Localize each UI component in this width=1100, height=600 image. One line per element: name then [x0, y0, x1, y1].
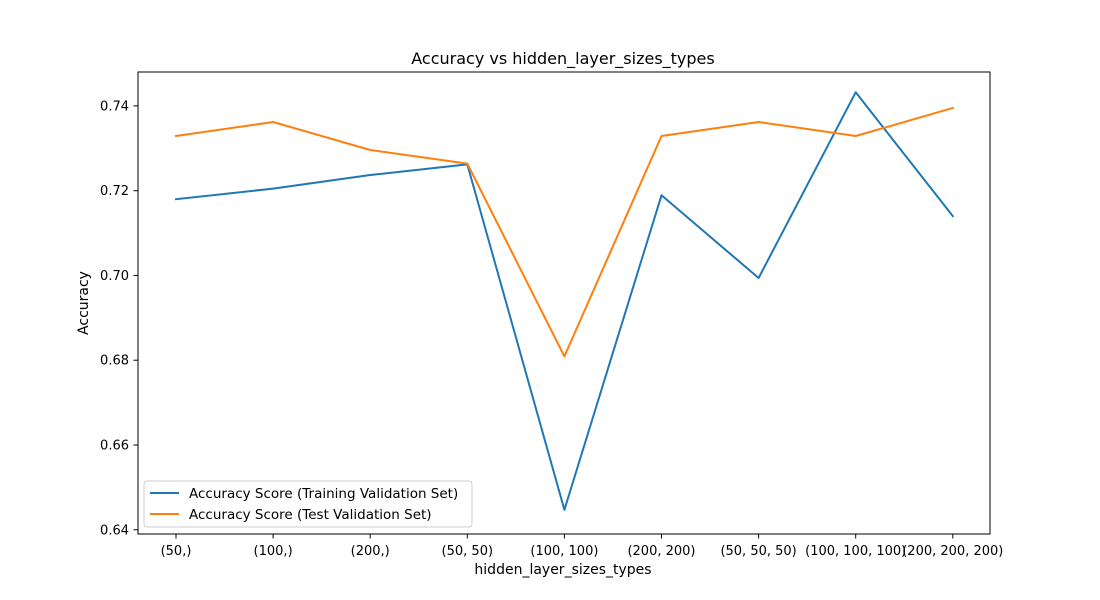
y-tick-label-5: 0.74 [100, 99, 129, 114]
y-tick-label-3: 0.70 [100, 269, 129, 284]
x-tick-label-1: (100,) [254, 544, 293, 559]
y-axis-label: Accuracy [76, 271, 92, 335]
x-axis: (50,) (100,) (200,) (50, 50) (100, 100) (200,… [161, 534, 1003, 559]
x-axis-label: hidden_layer_sizes_types [474, 562, 651, 578]
series-layer [174, 91, 955, 511]
series-line-0 [174, 91, 955, 511]
y-tick-label-1: 0.66 [100, 438, 129, 453]
x-tick-label-2: (200,) [351, 544, 390, 559]
legend-box [143, 480, 473, 528]
x-tick-label-8: (200, 200, 200) [902, 544, 1003, 559]
y-tick-label-2: 0.68 [100, 354, 129, 369]
x-tick-label-5: (200, 200) [627, 544, 695, 559]
chart-title: Accuracy vs hidden_layer_sizes_types [411, 49, 714, 69]
x-tick-label-4: (100, 100) [530, 544, 598, 559]
plot-area-frame [137, 71, 991, 535]
y-tick-label-0: 0.64 [100, 523, 129, 538]
legend: Accuracy Score (Training Validation Set)… [143, 480, 473, 528]
legend-label-training: Accuracy Score (Training Validation Set) [189, 486, 458, 502]
x-tick-label-6: (50, 50, 50) [720, 544, 796, 559]
legend-label-test: Accuracy Score (Test Validation Set) [189, 507, 432, 523]
x-tick-label-3: (50, 50) [442, 544, 494, 559]
y-axis: 0.64 0.66 0.68 0.70 0.72 0.74 [100, 99, 138, 538]
series-line-1 [174, 106, 955, 358]
y-tick-label-4: 0.72 [100, 184, 129, 199]
x-tick-label-0: (50,) [161, 544, 192, 559]
x-tick-label-7: (100, 100, 100) [805, 544, 906, 559]
